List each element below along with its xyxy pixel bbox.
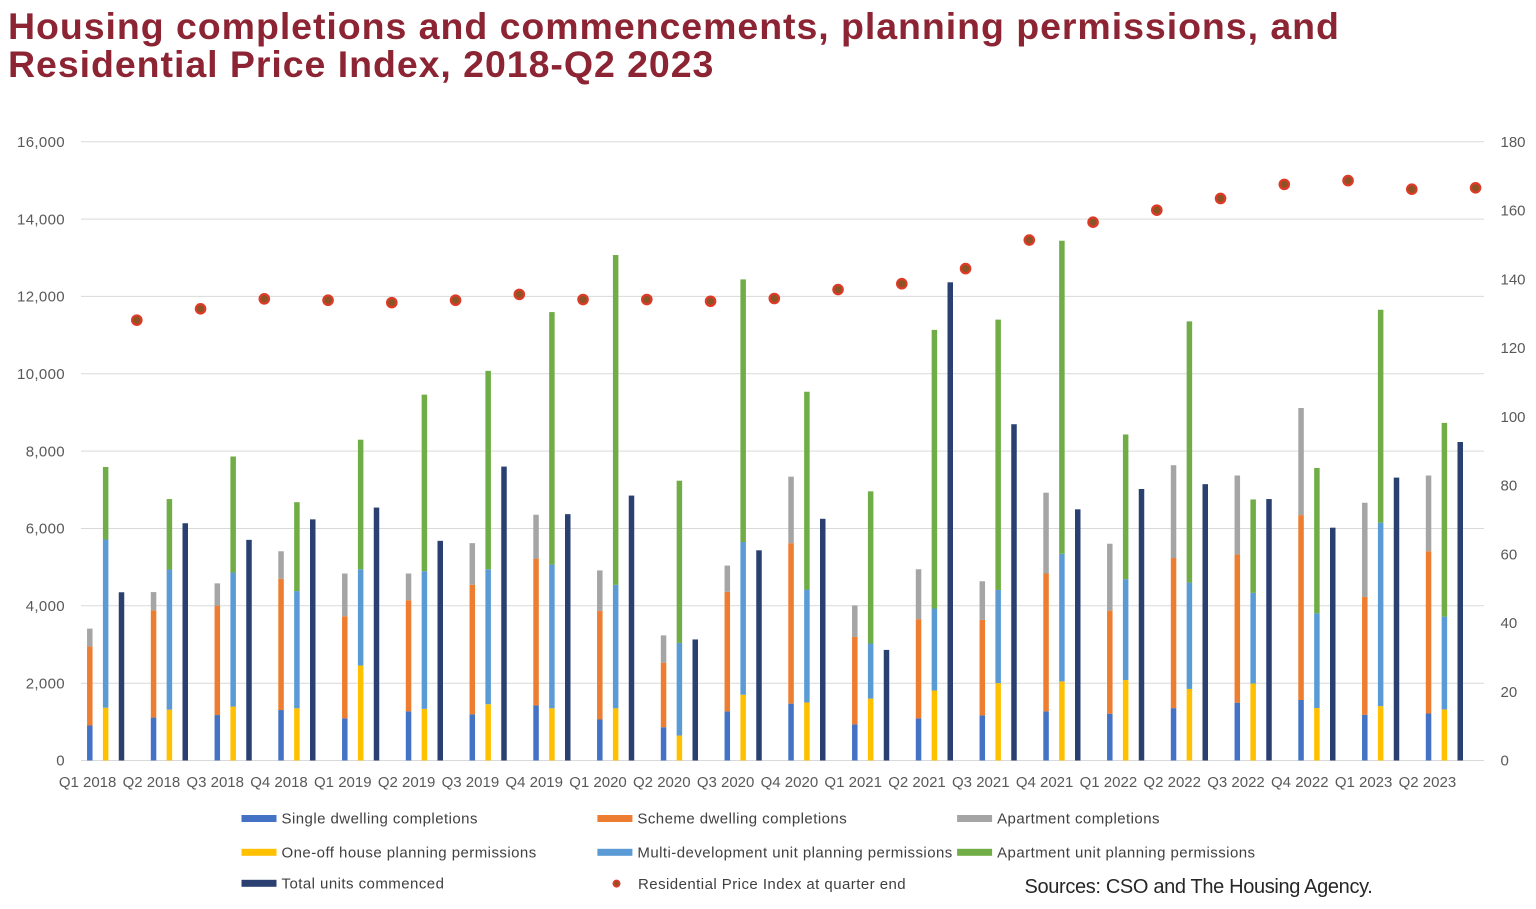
svg-text:Scheme dwelling completions: Scheme dwelling completions: [637, 811, 847, 828]
svg-text:10,000: 10,000: [17, 366, 65, 383]
svg-text:Q2 2023: Q2 2023: [1399, 774, 1457, 791]
svg-text:120: 120: [1501, 340, 1526, 357]
svg-text:14,000: 14,000: [17, 211, 65, 228]
svg-text:Q3 2020: Q3 2020: [697, 774, 755, 791]
svg-text:60: 60: [1501, 547, 1518, 564]
svg-text:8,000: 8,000: [26, 443, 65, 460]
svg-text:Q1 2023: Q1 2023: [1335, 774, 1393, 791]
svg-text:Q4 2018: Q4 2018: [250, 774, 308, 791]
svg-text:Residential Price Index at qua: Residential Price Index at quarter end: [638, 876, 906, 893]
svg-text:Apartment completions: Apartment completions: [997, 811, 1160, 828]
svg-text:2,000: 2,000: [26, 675, 65, 692]
svg-text:One-off house planning permiss: One-off house planning permissions: [282, 845, 537, 862]
svg-text:Q3 2018: Q3 2018: [186, 774, 244, 791]
svg-text:0: 0: [1501, 753, 1509, 770]
svg-text:16,000: 16,000: [17, 134, 65, 151]
svg-text:Total units commenced: Total units commenced: [282, 876, 445, 893]
svg-text:Q2 2020: Q2 2020: [633, 774, 691, 791]
svg-text:Q1 2022: Q1 2022: [1080, 774, 1138, 791]
svg-text:Q1 2018: Q1 2018: [59, 774, 117, 791]
svg-text:0: 0: [56, 753, 65, 770]
svg-text:Q2 2018: Q2 2018: [123, 774, 181, 791]
svg-text:Q4 2022: Q4 2022: [1271, 774, 1329, 791]
svg-text:Apartment unit planning permis: Apartment unit planning permissions: [997, 845, 1255, 862]
svg-text:6,000: 6,000: [26, 521, 65, 538]
svg-text:80: 80: [1501, 478, 1518, 495]
svg-text:100: 100: [1501, 409, 1526, 426]
svg-text:Q2 2022: Q2 2022: [1143, 774, 1201, 791]
svg-text:40: 40: [1501, 615, 1518, 632]
svg-text:Q2 2019: Q2 2019: [378, 774, 436, 791]
svg-text:12,000: 12,000: [17, 289, 65, 306]
svg-text:Q3 2022: Q3 2022: [1207, 774, 1265, 791]
svg-text:140: 140: [1501, 271, 1526, 288]
svg-text:Q4 2019: Q4 2019: [505, 774, 563, 791]
svg-text:20: 20: [1501, 684, 1518, 701]
svg-text:Single dwelling completions: Single dwelling completions: [282, 811, 478, 828]
svg-text:Q3 2019: Q3 2019: [442, 774, 500, 791]
svg-text:Q4 2020: Q4 2020: [761, 774, 819, 791]
svg-text:4,000: 4,000: [26, 598, 65, 615]
svg-text:Q1 2019: Q1 2019: [314, 774, 372, 791]
svg-text:160: 160: [1501, 203, 1526, 220]
svg-text:Sources: CSO and The Housing A: Sources: CSO and The Housing Agency.: [1025, 876, 1373, 898]
svg-text:Q4 2021: Q4 2021: [1016, 774, 1074, 791]
svg-text:Q3 2021: Q3 2021: [952, 774, 1010, 791]
svg-text:Q1 2020: Q1 2020: [569, 774, 627, 791]
svg-text:Q2 2021: Q2 2021: [888, 774, 946, 791]
svg-text:Multi-development unit plannin: Multi-development unit planning permissi…: [637, 845, 952, 862]
svg-text:Q1 2021: Q1 2021: [824, 774, 882, 791]
svg-text:180: 180: [1501, 134, 1526, 151]
